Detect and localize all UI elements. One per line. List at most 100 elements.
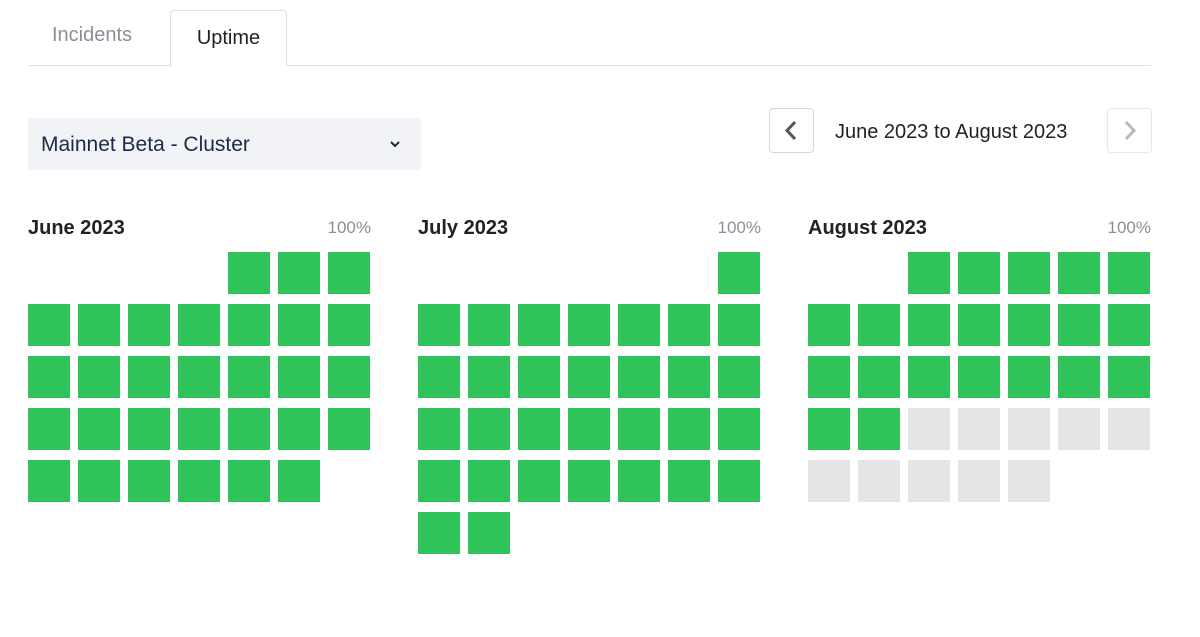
day-cell (228, 460, 270, 502)
day-cell (618, 408, 660, 450)
day-cell (1058, 252, 1100, 294)
day-cell (278, 356, 320, 398)
tab-rule (28, 65, 1151, 66)
cluster-select[interactable]: Mainnet Beta - Cluster (28, 118, 421, 170)
day-cell (1108, 252, 1150, 294)
day-cell (618, 304, 660, 346)
day-cell (518, 460, 560, 502)
month-title: August 2023 (808, 217, 927, 239)
day-cell (1008, 460, 1050, 502)
day-cell (668, 356, 710, 398)
day-cell (1108, 408, 1150, 450)
day-cell (278, 252, 320, 294)
day-cell (568, 408, 610, 450)
day-cell (418, 460, 460, 502)
day-cell (1008, 304, 1050, 346)
tab[interactable]: Incidents (52, 24, 133, 46)
day-cell (618, 356, 660, 398)
day-cell (278, 304, 320, 346)
prev-button[interactable] (769, 108, 814, 153)
day-cell (418, 512, 460, 554)
day-cell (328, 304, 370, 346)
day-cell (1008, 252, 1050, 294)
day-cell (858, 304, 900, 346)
day-cell (178, 460, 220, 502)
day-cell (808, 356, 850, 398)
day-cell (518, 304, 560, 346)
day-cell (568, 356, 610, 398)
day-cell (908, 356, 950, 398)
month-uptime: 100% (327, 218, 371, 237)
day-cell (958, 356, 1000, 398)
day-cell (28, 408, 70, 450)
day-cell (858, 460, 900, 502)
day-cell (28, 460, 70, 502)
chevron-right (1124, 120, 1137, 141)
day-cell (908, 408, 950, 450)
day-cell (1058, 356, 1100, 398)
day-cell (668, 460, 710, 502)
day-cell (468, 356, 510, 398)
day-cell (78, 460, 120, 502)
day-cell (228, 252, 270, 294)
day-cell (1108, 356, 1150, 398)
day-cell (668, 304, 710, 346)
day-cell (718, 252, 760, 294)
day-cell (418, 356, 460, 398)
day-cell (808, 408, 850, 450)
day-cell (618, 460, 660, 502)
next-button[interactable] (1107, 108, 1152, 153)
day-cell (228, 356, 270, 398)
day-cell (418, 304, 460, 346)
day-cell (958, 304, 1000, 346)
day-cell (178, 356, 220, 398)
month-title: July 2023 (418, 217, 509, 239)
day-cell (958, 252, 1000, 294)
day-cell (178, 408, 220, 450)
day-cell (468, 460, 510, 502)
day-cell (1058, 408, 1100, 450)
day-cell (328, 356, 370, 398)
day-cell (228, 304, 270, 346)
day-cell (908, 252, 950, 294)
day-cell (518, 356, 560, 398)
day-cell (328, 408, 370, 450)
day-cell (418, 408, 460, 450)
day-cell (1058, 304, 1100, 346)
day-cell (568, 304, 610, 346)
day-cell (1008, 408, 1050, 450)
month-uptime: 100% (1107, 218, 1151, 237)
day-cell (858, 408, 900, 450)
day-cell (518, 408, 560, 450)
day-cell (718, 408, 760, 450)
day-cell (278, 460, 320, 502)
day-cell (128, 408, 170, 450)
day-cell (668, 408, 710, 450)
day-cell (228, 408, 270, 450)
day-cell (718, 356, 760, 398)
day-cell (28, 356, 70, 398)
day-cell (328, 252, 370, 294)
day-cell (908, 304, 950, 346)
day-cell (128, 304, 170, 346)
day-cell (278, 408, 320, 450)
day-cell (468, 512, 510, 554)
day-cell (718, 304, 760, 346)
day-cell (858, 356, 900, 398)
day-cell (1108, 304, 1150, 346)
chevron-left (784, 120, 797, 141)
chevron-down (390, 141, 400, 148)
day-cell (718, 460, 760, 502)
day-cell (958, 408, 1000, 450)
month-uptime: 100% (717, 218, 761, 237)
day-cell (808, 304, 850, 346)
tab-active[interactable]: Uptime (170, 10, 287, 67)
day-cell (958, 460, 1000, 502)
day-cell (128, 356, 170, 398)
select-label: Mainnet Beta - Cluster (41, 133, 250, 156)
day-cell (28, 304, 70, 346)
day-cell (1008, 356, 1050, 398)
day-cell (468, 408, 510, 450)
day-cell (78, 356, 120, 398)
